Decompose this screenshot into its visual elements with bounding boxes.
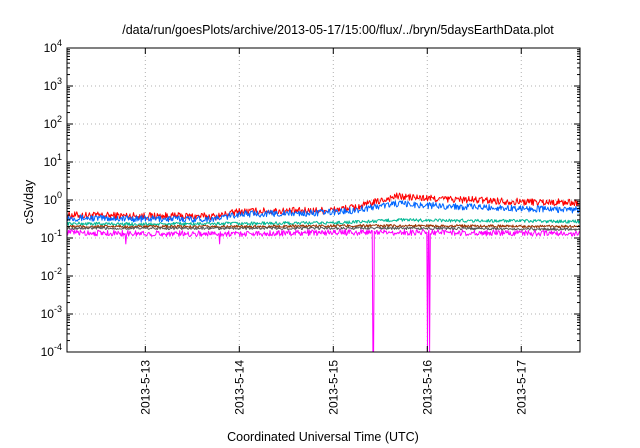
series-line xyxy=(66,192,580,221)
x-ticks: 2013-5-13 2013-5-14 2013-5-15 2013-5-16 2013… xyxy=(138,48,528,415)
x-tick-label: 2013-5-16 xyxy=(420,360,434,415)
x-tick-label: 2013-5-17 xyxy=(514,360,528,415)
x-tick-label: 2013-5-15 xyxy=(326,360,340,415)
x-tick-label: 2013-5-13 xyxy=(138,360,152,415)
y-tick-label: 102 xyxy=(44,114,62,131)
y-ticks: 10-4 10-3 10-2 10-1 100 101 102 103 104 xyxy=(41,38,580,359)
grid xyxy=(67,48,580,352)
y-tick-label: 101 xyxy=(44,152,62,169)
y-tick-label: 10-1 xyxy=(41,228,62,245)
y-tick-label: 100 xyxy=(44,190,62,207)
plot-series xyxy=(66,192,580,353)
series-line xyxy=(66,218,580,227)
x-tick-label: 2013-5-14 xyxy=(232,360,246,415)
y-tick-label: 10-4 xyxy=(41,342,62,359)
y-axis-title: cSv/day xyxy=(22,179,36,224)
chart-title: /data/run/goesPlots/archive/2013-05-17/1… xyxy=(122,23,554,37)
x-axis-title: Coordinated Universal Time (UTC) xyxy=(227,430,419,444)
series-line xyxy=(66,229,580,353)
y-tick-label: 10-3 xyxy=(41,304,62,321)
y-tick-label: 103 xyxy=(44,76,62,93)
series-line xyxy=(66,226,580,231)
series-line xyxy=(66,200,580,223)
y-tick-label: 104 xyxy=(44,38,62,55)
y-tick-label: 10-2 xyxy=(41,266,62,283)
